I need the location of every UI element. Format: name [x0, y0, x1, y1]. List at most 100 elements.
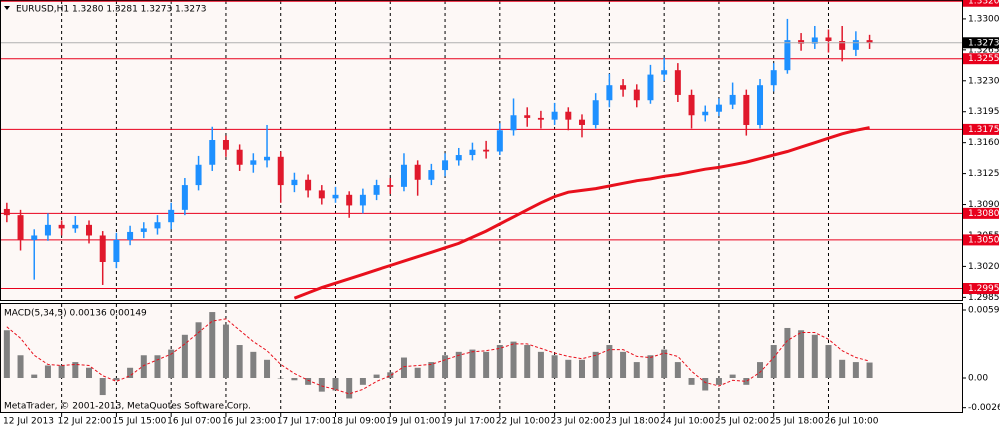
x-tick-label: 19 Jul 17:00 — [441, 417, 495, 427]
macd-bar — [647, 355, 654, 379]
candle-body — [852, 40, 859, 50]
candle-body — [250, 160, 257, 165]
macd-bar — [729, 374, 736, 379]
x-tick-label: 22 Jul 10:00 — [496, 417, 550, 427]
macd-bar — [496, 345, 503, 379]
y-tick-label: 0.00 — [968, 374, 988, 384]
candle-body — [3, 208, 10, 216]
candle-body — [332, 194, 339, 199]
macd-bar — [44, 365, 51, 379]
candle-body — [661, 70, 668, 75]
candle-body — [373, 185, 380, 195]
candle-body — [483, 149, 490, 152]
macd-bar — [469, 349, 476, 379]
macd-bar — [839, 359, 846, 379]
macd-bar — [400, 357, 407, 379]
candle-body — [400, 164, 407, 187]
x-tick-label: 16 Jul 07:00 — [167, 417, 221, 427]
candle-body — [168, 209, 175, 223]
macd-bar — [277, 378, 284, 379]
y-tick-label: -0.00261 — [968, 403, 1000, 413]
y-tick-label: 1.3265 — [968, 45, 1000, 55]
candle-body — [620, 85, 627, 90]
candle-body — [702, 111, 709, 116]
macd-bar — [674, 362, 681, 379]
y-tick-label: 1.3090 — [968, 200, 1000, 210]
macd-bar — [17, 355, 24, 379]
macd-bar — [72, 362, 79, 379]
candle-body — [154, 222, 161, 229]
macd-bar — [620, 351, 627, 379]
macd-bar — [688, 378, 695, 385]
level-tag — [963, 53, 999, 65]
level-label: 1.3255 — [968, 54, 1000, 64]
candle-body — [113, 239, 120, 262]
macd-bar — [743, 378, 750, 385]
candle-body — [633, 89, 640, 101]
candle-body — [264, 156, 271, 161]
candle-body — [839, 41, 846, 50]
macd-bar — [305, 378, 312, 385]
candle-body — [72, 224, 79, 229]
candle-body — [688, 94, 695, 116]
macd-bar — [222, 324, 229, 379]
candle-body — [565, 111, 572, 120]
candle-body — [86, 224, 93, 236]
level-tag — [963, 234, 999, 246]
y-tick-label: 1.3230 — [968, 76, 1000, 86]
candle-body — [784, 40, 791, 71]
macd-bar — [592, 351, 599, 379]
current-price-label: 1.3273 — [968, 38, 1000, 48]
y-tick-label: 1.3300 — [968, 14, 1000, 24]
macd-bar — [236, 345, 243, 379]
candle-body — [743, 94, 750, 125]
candle-body — [606, 85, 613, 101]
candle-body — [58, 224, 65, 229]
macd-bar — [852, 362, 859, 379]
level-label: 1.3050 — [968, 235, 1000, 245]
candle-body — [277, 156, 284, 186]
macd-bar — [524, 345, 531, 379]
candle-body — [17, 215, 24, 240]
macd-bar — [661, 349, 668, 379]
candle-body — [291, 179, 298, 186]
level-label: 1.3080 — [968, 209, 1000, 219]
candle-body — [181, 185, 188, 210]
candle-body — [811, 37, 818, 44]
candle-body — [537, 117, 544, 120]
candle-body — [496, 130, 503, 152]
macd-bar — [181, 334, 188, 379]
macd-bar — [633, 362, 640, 379]
candle-body — [455, 155, 462, 161]
macd-bar — [168, 349, 175, 379]
x-tick-label: 12 Jul 22:00 — [58, 417, 112, 427]
macd-bar — [442, 355, 449, 379]
macd-bar — [825, 345, 832, 379]
indicator-title: MACD(5,34,5) 0.00136 0.00149 — [4, 309, 147, 319]
macd-bar — [359, 378, 366, 385]
level-label: 1.3320 — [968, 0, 1000, 7]
macd-bar — [537, 351, 544, 379]
x-tick-label: 17 Jul 17:00 — [277, 417, 331, 427]
x-tick-label: 18 Jul 09:00 — [332, 417, 386, 427]
candle-body — [715, 104, 722, 112]
candle-body — [428, 170, 435, 180]
x-tick-label: 15 Jul 15:00 — [112, 417, 166, 427]
menu-arrow — [4, 6, 10, 10]
macd-bar — [428, 362, 435, 379]
x-tick-label: 12 Jul 2013 — [3, 417, 54, 427]
macd-bar — [291, 378, 298, 381]
level-tag — [963, 283, 999, 295]
candle-body — [359, 194, 366, 206]
candle-body — [236, 149, 243, 165]
candle-body — [510, 115, 517, 131]
y-tick-label: 1.3160 — [968, 138, 1000, 148]
macd-bar — [332, 378, 339, 391]
candle-body — [44, 224, 51, 236]
x-tick-label: 25 Jul 18:00 — [770, 417, 824, 427]
candle-body — [551, 111, 558, 120]
macd-bar — [209, 312, 216, 379]
candle-body — [469, 149, 476, 156]
